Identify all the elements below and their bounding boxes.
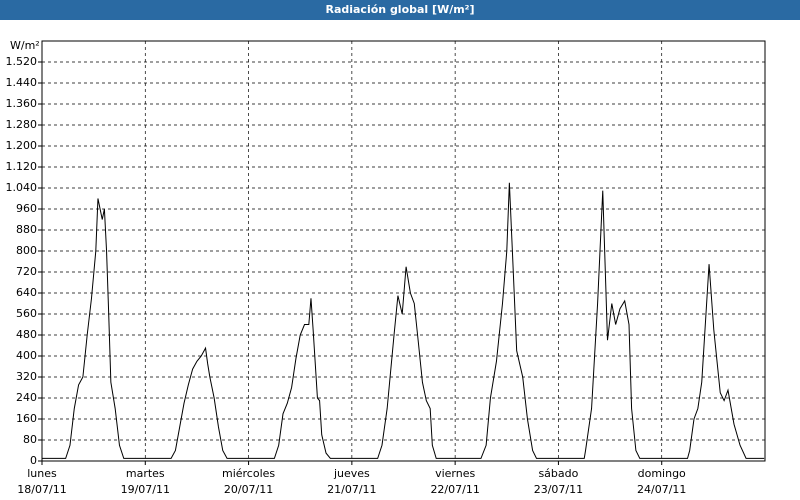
y-tick-label: 880: [16, 223, 37, 236]
y-axis-label: W/m²: [10, 39, 40, 52]
y-tick-label: 160: [16, 412, 37, 425]
y-tick-label: 480: [16, 328, 37, 341]
y-tick-label: 0: [30, 454, 37, 467]
y-tick-label: 800: [16, 244, 37, 257]
plot-frame: [41, 40, 766, 462]
x-tick-label: lunes 18/07/11: [17, 467, 67, 496]
chart-title: Radiación global [W/m²]: [0, 0, 800, 20]
y-tick-label: 1.200: [6, 139, 38, 152]
y-tick-label: 1.360: [6, 97, 38, 110]
y-tick-label: 1.280: [6, 118, 38, 131]
y-tick-label: 240: [16, 391, 37, 404]
x-tick-label: jueves 21/07/11: [327, 467, 377, 496]
x-tick-label: domingo 24/07/11: [637, 467, 687, 496]
y-tick-label: 560: [16, 307, 37, 320]
y-tick-label: 80: [23, 433, 37, 446]
data-line: [42, 182, 765, 459]
y-tick-label: 1.040: [6, 181, 38, 194]
x-tick-label: miércoles 20/07/11: [221, 467, 276, 496]
y-tick-label: 960: [16, 202, 37, 215]
x-tick-label: martes 19/07/11: [120, 467, 170, 496]
y-tick-label: 1.440: [6, 76, 38, 89]
y-tick-label: 720: [16, 265, 37, 278]
y-tick-label: 640: [16, 286, 37, 299]
y-tick-label: 1.120: [6, 160, 38, 173]
y-tick-label: 1.520: [6, 55, 38, 68]
y-tick-label: 400: [16, 349, 37, 362]
x-tick-label: sábado 23/07/11: [533, 467, 584, 496]
x-tick-label: viernes 22/07/11: [430, 467, 480, 496]
y-tick-label: 320: [16, 370, 37, 383]
